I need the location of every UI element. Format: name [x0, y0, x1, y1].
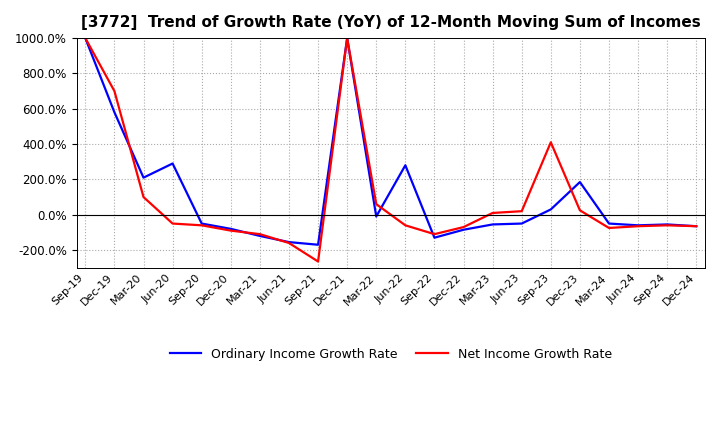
Net Income Growth Rate: [314, 259, 323, 264]
Net Income Growth Rate: [197, 223, 206, 228]
Net Income Growth Rate: [401, 223, 410, 228]
Net Income Growth Rate: [546, 139, 555, 145]
Net Income Growth Rate: [256, 231, 264, 237]
Legend: Ordinary Income Growth Rate, Net Income Growth Rate: Ordinary Income Growth Rate, Net Income …: [165, 343, 617, 366]
Ordinary Income Growth Rate: [197, 221, 206, 226]
Net Income Growth Rate: [459, 224, 468, 230]
Ordinary Income Growth Rate: [343, 36, 351, 41]
Title: [3772]  Trend of Growth Rate (YoY) of 12-Month Moving Sum of Incomes: [3772] Trend of Growth Rate (YoY) of 12-…: [81, 15, 701, 30]
Net Income Growth Rate: [343, 36, 351, 41]
Net Income Growth Rate: [372, 202, 381, 207]
Net Income Growth Rate: [488, 210, 497, 216]
Net Income Growth Rate: [227, 228, 235, 233]
Net Income Growth Rate: [692, 224, 701, 229]
Net Income Growth Rate: [575, 208, 584, 213]
Ordinary Income Growth Rate: [546, 207, 555, 212]
Net Income Growth Rate: [430, 231, 438, 237]
Ordinary Income Growth Rate: [168, 161, 177, 166]
Net Income Growth Rate: [634, 224, 642, 229]
Net Income Growth Rate: [284, 240, 293, 246]
Net Income Growth Rate: [81, 36, 90, 41]
Net Income Growth Rate: [168, 221, 177, 226]
Ordinary Income Growth Rate: [575, 180, 584, 185]
Ordinary Income Growth Rate: [518, 221, 526, 226]
Ordinary Income Growth Rate: [227, 226, 235, 231]
Ordinary Income Growth Rate: [692, 224, 701, 229]
Ordinary Income Growth Rate: [81, 36, 90, 41]
Ordinary Income Growth Rate: [488, 222, 497, 227]
Ordinary Income Growth Rate: [372, 214, 381, 219]
Line: Net Income Growth Rate: Net Income Growth Rate: [86, 38, 696, 261]
Net Income Growth Rate: [605, 225, 613, 231]
Ordinary Income Growth Rate: [605, 221, 613, 226]
Net Income Growth Rate: [663, 223, 672, 228]
Ordinary Income Growth Rate: [430, 235, 438, 240]
Ordinary Income Growth Rate: [139, 175, 148, 180]
Ordinary Income Growth Rate: [314, 242, 323, 247]
Ordinary Income Growth Rate: [401, 163, 410, 168]
Ordinary Income Growth Rate: [634, 223, 642, 228]
Net Income Growth Rate: [110, 88, 119, 94]
Ordinary Income Growth Rate: [663, 222, 672, 227]
Net Income Growth Rate: [518, 209, 526, 214]
Ordinary Income Growth Rate: [256, 233, 264, 238]
Ordinary Income Growth Rate: [459, 227, 468, 232]
Net Income Growth Rate: [139, 194, 148, 200]
Ordinary Income Growth Rate: [284, 239, 293, 245]
Line: Ordinary Income Growth Rate: Ordinary Income Growth Rate: [86, 38, 696, 245]
Ordinary Income Growth Rate: [110, 110, 119, 115]
